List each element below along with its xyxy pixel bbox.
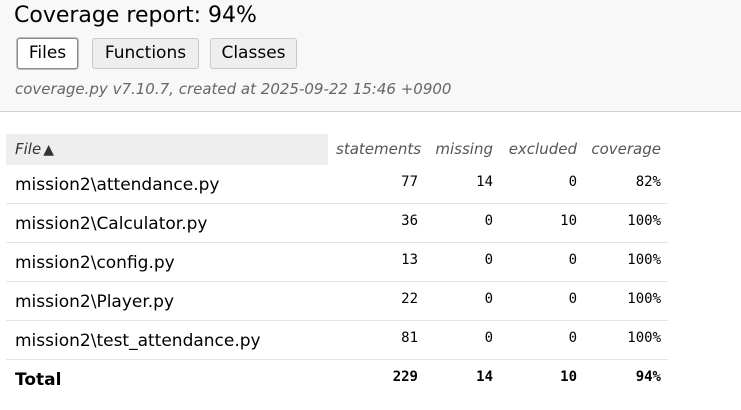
- file-link[interactable]: mission2\Calculator.py: [15, 214, 208, 234]
- excluded-value: 10: [560, 213, 577, 229]
- coverage-value: 100%: [627, 330, 661, 346]
- column-header-statements[interactable]: statements: [336, 140, 422, 158]
- missing-value: 0: [484, 330, 493, 346]
- page-title: Coverage report: 94%: [14, 3, 257, 28]
- column-header-file[interactable]: File ▲: [6, 134, 328, 165]
- table-row: mission2\attendance.py 77 14 0 82%: [6, 165, 668, 204]
- statements-value: 81: [401, 330, 418, 346]
- column-header-coverage[interactable]: coverage: [591, 140, 661, 158]
- file-link[interactable]: mission2\test_attendance.py: [15, 331, 261, 351]
- total-label: Total: [15, 370, 62, 390]
- total-coverage: 94%: [635, 369, 661, 385]
- file-link[interactable]: mission2\attendance.py: [15, 175, 220, 195]
- column-header-missing[interactable]: missing: [435, 140, 493, 158]
- coverage-value: 82%: [635, 174, 661, 190]
- missing-value: 14: [476, 174, 493, 190]
- coverage-table: File ▲ statements missing excluded covera…: [6, 134, 668, 398]
- tab-files[interactable]: Files: [17, 38, 78, 69]
- missing-value: 0: [484, 213, 493, 229]
- table-row: mission2\Player.py 22 0 0 100%: [6, 282, 668, 321]
- coverage-value: 100%: [627, 252, 661, 268]
- total-row: Total 229 14 10 94%: [6, 360, 668, 398]
- excluded-value: 0: [568, 291, 577, 307]
- total-missing: 14: [476, 369, 493, 385]
- coverage-value: 100%: [627, 213, 661, 229]
- table-row: mission2\config.py 13 0 0 100%: [6, 243, 668, 282]
- total-statements: 229: [392, 369, 418, 385]
- report-meta: coverage.py v7.10.7, created at 2025-09-…: [15, 80, 452, 98]
- excluded-value: 0: [568, 252, 577, 268]
- statements-value: 36: [401, 213, 418, 229]
- statements-value: 22: [401, 291, 418, 307]
- column-header-file-label: File: [15, 140, 42, 158]
- tab-classes[interactable]: Classes: [210, 38, 297, 69]
- tab-functions[interactable]: Functions: [92, 38, 199, 69]
- missing-value: 0: [484, 291, 493, 307]
- column-header-excluded[interactable]: excluded: [508, 140, 577, 158]
- table-row: mission2\Calculator.py 36 0 10 100%: [6, 204, 668, 243]
- excluded-value: 0: [568, 174, 577, 190]
- excluded-value: 0: [568, 330, 577, 346]
- triangle-up-icon: ▲: [43, 142, 54, 158]
- statements-value: 13: [401, 252, 418, 268]
- missing-value: 0: [484, 252, 493, 268]
- report-header: Coverage report: 94% Files Functions Cla…: [0, 0, 741, 112]
- coverage-value: 100%: [627, 291, 661, 307]
- table-row: mission2\test_attendance.py 81 0 0 100%: [6, 321, 668, 360]
- file-link[interactable]: mission2\config.py: [15, 253, 175, 273]
- file-link[interactable]: mission2\Player.py: [15, 292, 175, 312]
- total-excluded: 10: [560, 369, 577, 385]
- table-header: File ▲ statements missing excluded covera…: [6, 134, 668, 165]
- statements-value: 77: [401, 174, 418, 190]
